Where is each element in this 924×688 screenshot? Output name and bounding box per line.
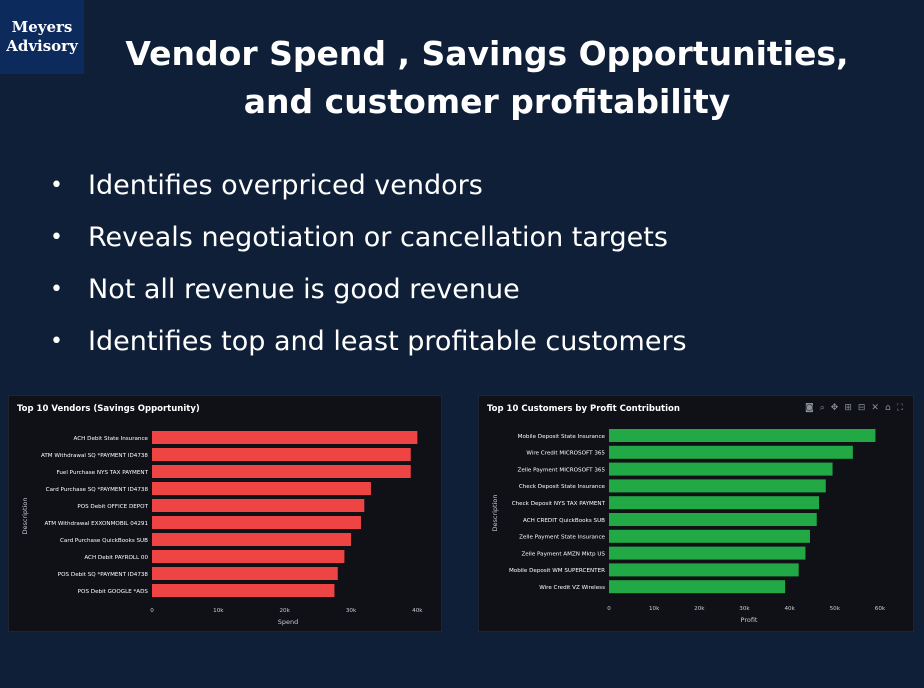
category-tick-label: Card Purchase QuickBooks SUB: [60, 538, 148, 544]
category-tick-label: POS Debit GOOGLE *ADS: [78, 589, 149, 595]
chart-title: Top 10 Vendors (Savings Opportunity): [17, 404, 200, 414]
x-tick-label: 10k: [213, 608, 224, 614]
bar: [609, 479, 826, 493]
vendors-chart-panel: Top 10 Vendors (Savings Opportunity) ACH…: [8, 395, 442, 632]
bar: [609, 462, 833, 476]
category-tick-label: ATM Withdrawal EXXONMOBIL 04291: [44, 521, 148, 527]
bar: [609, 445, 853, 459]
x-tick-label: 40k: [412, 608, 423, 614]
bar: [609, 580, 786, 594]
category-tick-label: POS Debit SQ *PAYMENT ID4738: [58, 572, 149, 578]
category-tick-label: ACH Debit PAYROLL 00: [84, 555, 148, 561]
pan-icon[interactable]: ✥: [830, 403, 839, 413]
bullet-text: Identifies top and least profitable cust…: [88, 326, 687, 357]
y-axis-label: Description: [491, 494, 499, 531]
home-icon[interactable]: ⌂: [884, 403, 891, 413]
bullet-dot-icon: •: [50, 329, 63, 354]
bar: [609, 546, 806, 560]
vendors-bar-chart: ACH Debit State Insurance ATM Withdrawal …: [21, 431, 423, 626]
x-axis-label: Profit: [741, 616, 758, 624]
x-tick-label: 30k: [739, 606, 750, 612]
logo-line-1: Meyers: [11, 18, 73, 36]
chart-title: Top 10 Customers by Profit Contribution: [487, 404, 680, 414]
bullet-text: Not all revenue is good revenue: [88, 274, 520, 305]
bar: [609, 429, 876, 442]
category-tick-label: Card Purchase SQ *PAYMENT ID4738: [46, 487, 149, 493]
company-logo: Meyers Advisory: [0, 0, 84, 74]
bullet-dot-icon: •: [50, 277, 63, 302]
title-line-1: Vendor Spend , Savings Opportunities,: [125, 34, 849, 73]
x-tick-label: 0: [150, 608, 154, 614]
customers-bar-chart: Mobile Deposit State Insurance Wire Credi…: [491, 429, 886, 624]
bullet-dot-icon: •: [50, 173, 63, 198]
category-tick-label: Fuel Purchase NYS TAX PAYMENT: [56, 470, 148, 476]
bullet-list: • Identifies overpriced vendors • Reveals …: [50, 160, 687, 368]
x-tick-label: 10k: [649, 606, 660, 612]
title-line-2: and customer profitability: [243, 82, 731, 121]
category-tick-label: Zelle Payment AMZN Mktp US: [521, 551, 605, 557]
bar: [609, 563, 799, 577]
bullet-text: Identifies overpriced vendors: [88, 170, 483, 201]
category-tick-label: Zelle Payment State Insurance: [519, 535, 605, 541]
bar: [152, 550, 345, 563]
category-tick-label: ATM Withdrawal SQ *PAYMENT ID4738: [41, 453, 148, 459]
bullet-item: • Reveals negotiation or cancellation tar…: [50, 212, 687, 264]
bar: [152, 482, 371, 495]
category-tick-label: Mobile Deposit WM SUPERCENTER: [509, 568, 605, 574]
bar: [152, 516, 361, 529]
autoscale-icon[interactable]: ✕: [871, 403, 879, 413]
zoom-icon[interactable]: ⌕: [819, 403, 825, 413]
x-tick-label: 60k: [875, 606, 886, 612]
x-tick-label: 30k: [346, 608, 357, 614]
category-tick-label: Mobile Deposit State Insurance: [518, 434, 606, 440]
x-tick-label: 0: [607, 606, 611, 612]
category-tick-label: ACH CREDIT QuickBooks SUB: [523, 518, 605, 524]
bullet-item: • Not all revenue is good revenue: [50, 264, 687, 316]
bar: [152, 584, 335, 597]
x-tick-label: 20k: [694, 606, 705, 612]
bar: [609, 513, 817, 526]
zoom-in-icon[interactable]: ⊞: [844, 403, 852, 413]
bar: [152, 465, 411, 478]
customers-chart-panel: Top 10 Customers by Profit Contribution …: [478, 395, 914, 632]
x-axis-label: Spend: [278, 618, 299, 626]
fullscreen-icon[interactable]: ⛶: [896, 403, 903, 413]
bullet-text: Reveals negotiation or cancellation targ…: [88, 222, 668, 253]
camera-icon[interactable]: ◙: [805, 403, 814, 413]
category-tick-label: ACH Debit State Insurance: [74, 436, 149, 442]
bar: [152, 499, 365, 512]
category-tick-label: Zelle Payment MICROSOFT 365: [518, 467, 606, 473]
bar: [152, 431, 418, 444]
bullet-item: • Identifies top and least profitable cus…: [50, 316, 687, 368]
slide-title: Vendor Spend , Savings Opportunities, an…: [90, 30, 884, 126]
category-tick-label: Wire Credit MICROSOFT 365: [526, 451, 605, 457]
bullet-item: • Identifies overpriced vendors: [50, 160, 687, 212]
chart-toolbar: ◙ ⌕ ✥ ⊞ ⊟ ✕ ⌂ ⛶: [805, 404, 903, 413]
logo-line-2: Advisory: [6, 37, 78, 55]
bar: [152, 533, 352, 546]
category-tick-label: Check Deposit State Insurance: [519, 484, 606, 490]
x-tick-label: 40k: [784, 606, 795, 612]
category-tick-label: Wire Credit VZ Wireless: [539, 585, 605, 591]
category-tick-label: Check Deposit NYS TAX PAYMENT: [512, 501, 606, 507]
bar: [152, 448, 411, 461]
x-tick-label: 50k: [830, 606, 841, 612]
category-tick-label: POS Debit OFFICE DEPOT: [77, 504, 148, 510]
x-tick-label: 20k: [280, 608, 291, 614]
bar: [609, 496, 819, 510]
bar: [609, 529, 810, 543]
bullet-dot-icon: •: [50, 225, 63, 250]
y-axis-label: Description: [21, 497, 29, 534]
zoom-out-icon[interactable]: ⊟: [857, 403, 866, 413]
bar: [152, 567, 338, 580]
